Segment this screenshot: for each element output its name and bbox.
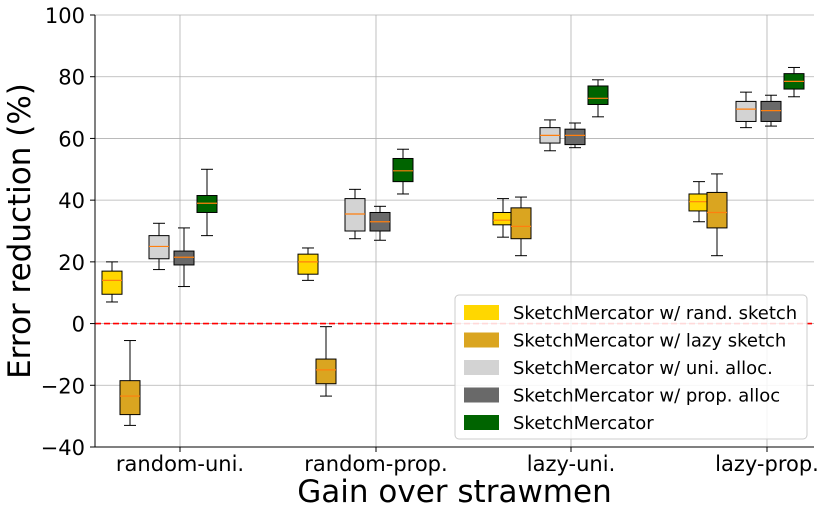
box-plot bbox=[344, 188, 366, 240]
x-tick-label: random-prop. bbox=[304, 452, 447, 476]
legend-label: SketchMercator w/ rand. sketch bbox=[513, 303, 797, 324]
box-body bbox=[148, 235, 170, 260]
box-plot bbox=[688, 181, 710, 223]
legend-swatch bbox=[464, 305, 499, 320]
legend-item: SketchMercator w/ prop. alloc bbox=[464, 386, 780, 407]
box-body bbox=[688, 193, 710, 212]
y-tick-label: −20 bbox=[41, 374, 85, 398]
box-body bbox=[392, 157, 414, 183]
box-plot bbox=[196, 168, 218, 237]
x-tick-label: lazy-prop. bbox=[715, 452, 819, 476]
legend-item: SketchMercator w/ uni. alloc. bbox=[464, 358, 773, 379]
y-tick-label: 80 bbox=[58, 66, 85, 90]
box-body bbox=[173, 250, 195, 266]
y-tick-label: 40 bbox=[58, 189, 85, 213]
legend: SketchMercator w/ rand. sketch SketchMerc… bbox=[454, 294, 808, 440]
box-body bbox=[297, 253, 319, 275]
box-plot bbox=[510, 196, 532, 257]
box-body bbox=[119, 380, 141, 416]
box-plot bbox=[783, 66, 805, 98]
box-plot bbox=[173, 227, 195, 288]
legend-label: SketchMercator w/ lazy sketch bbox=[513, 331, 786, 352]
box-body bbox=[760, 100, 782, 122]
box-body bbox=[344, 198, 366, 232]
legend-item: SketchMercator w/ rand. sketch bbox=[464, 303, 797, 324]
x-tick-label: random-uni. bbox=[116, 452, 244, 476]
box-plot bbox=[101, 261, 123, 303]
box-plot bbox=[315, 326, 337, 397]
legend-swatch bbox=[464, 332, 499, 348]
box-plot bbox=[760, 94, 782, 127]
box-body bbox=[735, 100, 757, 122]
y-tick-label: 60 bbox=[58, 127, 85, 151]
box-body bbox=[587, 85, 609, 105]
legend-swatch bbox=[464, 415, 499, 430]
box-body bbox=[564, 128, 586, 146]
x-tick-label: lazy-uni. bbox=[527, 452, 616, 476]
legend-item: SketchMercator bbox=[464, 413, 654, 434]
x-axis-label: Gain over strawmen bbox=[297, 474, 611, 510]
box-plot bbox=[587, 79, 609, 118]
y-tick-label: −40 bbox=[41, 436, 85, 460]
box-plot bbox=[369, 205, 391, 241]
box-plot bbox=[564, 122, 586, 149]
box-plot bbox=[706, 173, 728, 257]
legend-label: SketchMercator w/ prop. alloc bbox=[513, 386, 780, 407]
legend-swatch bbox=[464, 387, 499, 403]
box-plot bbox=[539, 119, 561, 152]
legend-label: SketchMercator bbox=[513, 413, 654, 434]
legend-frame bbox=[454, 294, 808, 440]
box-body bbox=[315, 358, 337, 385]
y-axis-label: Error reduction (%) bbox=[2, 83, 38, 379]
box-plot bbox=[297, 247, 319, 281]
legend-swatch bbox=[464, 360, 499, 375]
box-plot bbox=[492, 198, 514, 238]
box-body bbox=[510, 207, 532, 240]
legend-label: SketchMercator w/ uni. alloc. bbox=[513, 358, 773, 379]
y-tick-label: 20 bbox=[58, 251, 85, 275]
box-plot bbox=[119, 340, 141, 426]
axes: −40 −20 0 20 40 60 80 100 random-uni. random-prop… bbox=[41, 4, 819, 476]
box-plot bbox=[392, 148, 414, 195]
legend-item: SketchMercator w/ lazy sketch bbox=[464, 331, 786, 352]
y-tick-label: 100 bbox=[45, 4, 85, 28]
box-body bbox=[196, 195, 218, 213]
box-plot bbox=[735, 91, 757, 129]
box-plot bbox=[148, 222, 170, 271]
box-body bbox=[492, 211, 514, 226]
box-body bbox=[101, 270, 123, 295]
box-body bbox=[706, 191, 728, 229]
y-tick-label: 0 bbox=[72, 313, 85, 337]
boxes bbox=[101, 66, 805, 426]
